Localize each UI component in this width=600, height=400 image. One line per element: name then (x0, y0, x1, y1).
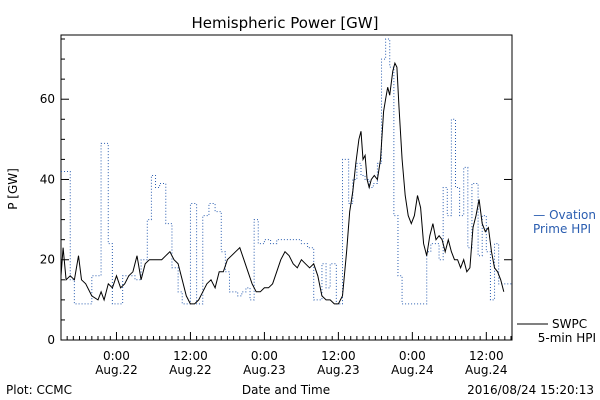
x-axis-label: Date and Time (242, 383, 330, 397)
legend-ovation-line2: Prime HPI (533, 222, 591, 236)
x-tick-time: 0:00 (399, 349, 426, 363)
y-tick-label: 0 (47, 333, 55, 347)
x-tick-time: 0:00 (251, 349, 278, 363)
y-axis-ticks: 0 20 40 60 (40, 38, 512, 347)
x-tick-date: Aug.22 (169, 363, 212, 377)
legend-swpc-line2: 5-min HPI (538, 331, 596, 345)
x-tick-date: Aug.24 (391, 363, 434, 377)
plot-timestamp: 2016/08/24 15:20:13 (467, 383, 594, 397)
x-tick-time: 12:00 (321, 349, 356, 363)
y-tick-label: 40 (40, 172, 55, 186)
legend-swpc-line1: SWPC (552, 317, 587, 331)
x-tick-time: 0:00 (103, 349, 130, 363)
x-tick-time: 12:00 (173, 349, 208, 363)
plot-frame (60, 34, 513, 341)
y-tick-label: 20 (40, 253, 55, 267)
swpc-hpi-line (60, 61, 505, 305)
ovation-prime-line (61, 38, 512, 305)
y-axis-label: P [GW] (6, 168, 20, 210)
y-tick-label: 60 (40, 92, 55, 106)
x-tick-date: Aug.23 (317, 363, 360, 377)
x-tick-time: 12:00 (469, 349, 504, 363)
x-tick-date: Aug.24 (465, 363, 508, 377)
legend-ovation-line1: — Ovation (533, 208, 596, 222)
x-axis-ticks: 0:00Aug.2212:00Aug.220:00Aug.2312:00Aug.… (66, 332, 512, 377)
plot-credit: Plot: CCMC (6, 383, 72, 397)
chart-title: Hemispheric Power [GW] (192, 14, 379, 32)
x-tick-date: Aug.22 (95, 363, 138, 377)
x-tick-date: Aug.23 (243, 363, 286, 377)
series-layer (60, 38, 512, 305)
